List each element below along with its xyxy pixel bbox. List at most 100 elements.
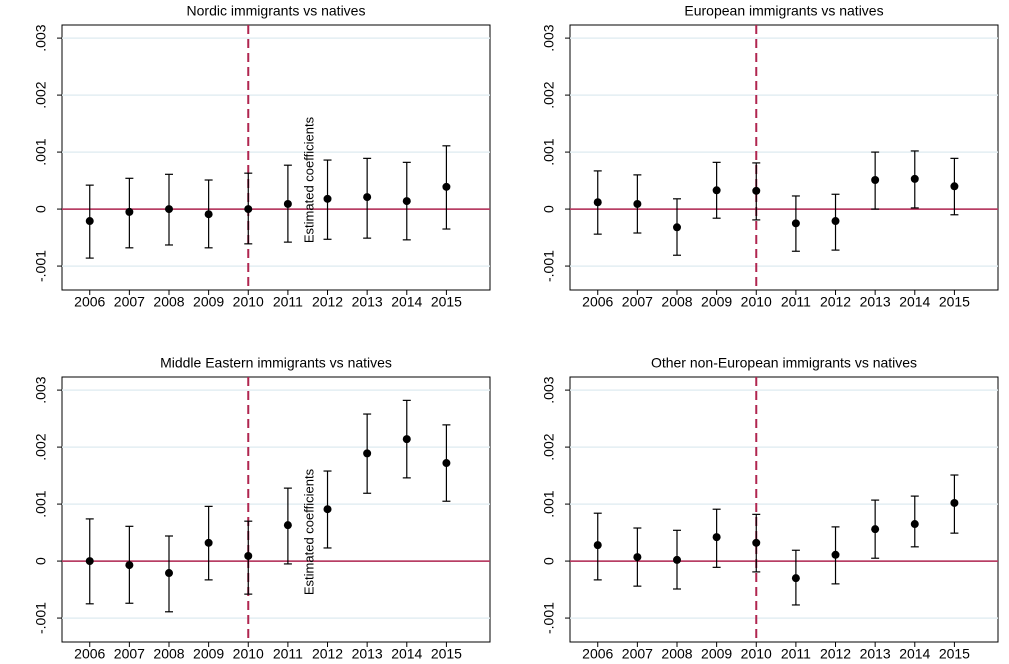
point xyxy=(283,521,292,530)
x-tick-label: 2011 xyxy=(781,294,811,310)
y-tick-label: .003 xyxy=(33,376,49,403)
panel: Nordic immigrants vs natives -.001 0 .001 .0… xyxy=(33,3,491,310)
plot-frame xyxy=(569,376,999,643)
point xyxy=(363,193,372,202)
point xyxy=(323,505,332,514)
x-tick-label: 2009 xyxy=(193,294,224,310)
x-tick-label: 2009 xyxy=(193,646,224,662)
x-tick-label: 2006 xyxy=(74,294,105,310)
x-tick-label: 2013 xyxy=(352,294,383,310)
x-tick-label: 2012 xyxy=(312,646,343,662)
y-tick-label: .001 xyxy=(541,490,557,517)
point xyxy=(244,205,253,214)
point xyxy=(871,525,880,534)
x-tick-label: 2006 xyxy=(582,294,613,310)
x-tick-label: 2010 xyxy=(233,646,264,662)
point xyxy=(85,557,94,566)
point xyxy=(593,541,602,550)
point xyxy=(791,574,800,583)
x-tick-label: 2007 xyxy=(114,294,145,310)
point xyxy=(402,435,411,444)
plot-frame xyxy=(61,24,491,291)
point xyxy=(244,551,253,560)
point xyxy=(442,182,451,191)
x-tick-label: 2014 xyxy=(899,294,930,310)
point xyxy=(752,186,761,195)
x-tick-label: 2015 xyxy=(431,294,462,310)
point xyxy=(363,449,372,458)
x-tick-label: 2008 xyxy=(661,294,692,310)
y-tick-label: -.001 xyxy=(541,602,557,634)
point xyxy=(85,217,94,226)
x-tick-label: 2006 xyxy=(74,646,105,662)
y-tick-label: .001 xyxy=(33,490,49,517)
point xyxy=(712,533,721,542)
point xyxy=(204,210,213,219)
x-tick-label: 2010 xyxy=(741,294,772,310)
x-tick-label: 2012 xyxy=(312,294,343,310)
point xyxy=(125,207,134,216)
x-tick-label: 2013 xyxy=(860,294,891,310)
y-tick-label: .003 xyxy=(33,24,49,51)
y-tick-label: .001 xyxy=(33,138,49,165)
x-tick-label: 2011 xyxy=(781,646,811,662)
x-tick-label: 2008 xyxy=(153,646,184,662)
panel-title: Other non-European immigrants vs natives xyxy=(651,355,917,371)
y-tick-label: -.001 xyxy=(33,250,49,282)
y-tick-label: 0 xyxy=(541,205,557,213)
x-tick-label: 2013 xyxy=(860,646,891,662)
y-tick-label: .002 xyxy=(33,81,49,108)
panel: Other non-European immigrants vs natives… xyxy=(541,355,999,662)
point xyxy=(402,197,411,206)
x-tick-label: 2008 xyxy=(153,294,184,310)
point xyxy=(831,550,840,559)
x-tick-label: 2014 xyxy=(391,294,422,310)
x-tick-label: 2015 xyxy=(939,646,970,662)
x-tick-label: 2007 xyxy=(114,646,145,662)
point xyxy=(442,459,451,468)
plot-frame xyxy=(569,24,999,291)
x-tick-label: 2011 xyxy=(273,294,303,310)
x-tick-label: 2012 xyxy=(820,646,851,662)
x-tick-label: 2014 xyxy=(391,646,422,662)
point xyxy=(910,174,919,183)
y-tick-label: .003 xyxy=(541,376,557,403)
panel: Middle Eastern immigrants vs natives -.00… xyxy=(33,355,491,662)
y-tick-label: .002 xyxy=(33,433,49,460)
x-tick-label: 2008 xyxy=(661,646,692,662)
x-tick-label: 2007 xyxy=(622,646,653,662)
x-tick-label: 2009 xyxy=(701,294,732,310)
point xyxy=(283,199,292,208)
x-tick-label: 2010 xyxy=(233,294,264,310)
plot-frame xyxy=(61,376,491,643)
x-tick-label: 2015 xyxy=(939,294,970,310)
point xyxy=(712,186,721,195)
point xyxy=(950,498,959,507)
y-tick-label: .002 xyxy=(541,81,557,108)
y-tick-label: -.001 xyxy=(33,602,49,634)
point xyxy=(204,538,213,547)
point xyxy=(165,205,173,214)
point xyxy=(791,219,800,228)
point xyxy=(633,553,642,562)
x-tick-label: 2015 xyxy=(431,646,462,662)
point xyxy=(125,561,134,570)
x-tick-label: 2006 xyxy=(582,646,613,662)
point xyxy=(910,520,919,529)
y-tick-label: .001 xyxy=(541,138,557,165)
x-tick-label: 2007 xyxy=(622,294,653,310)
point xyxy=(950,182,959,191)
annotation: Estimated coefficients xyxy=(301,116,316,243)
x-tick-label: 2012 xyxy=(820,294,851,310)
annotation: Estimated coefficients xyxy=(301,468,316,595)
point xyxy=(871,176,880,185)
point xyxy=(593,198,602,207)
point xyxy=(752,538,761,547)
panel: European immigrants vs natives -.001 0 .001… xyxy=(541,3,999,310)
y-tick-label: 0 xyxy=(33,557,49,565)
point xyxy=(831,217,840,226)
y-tick-label: -.001 xyxy=(541,250,557,282)
point xyxy=(673,555,681,564)
